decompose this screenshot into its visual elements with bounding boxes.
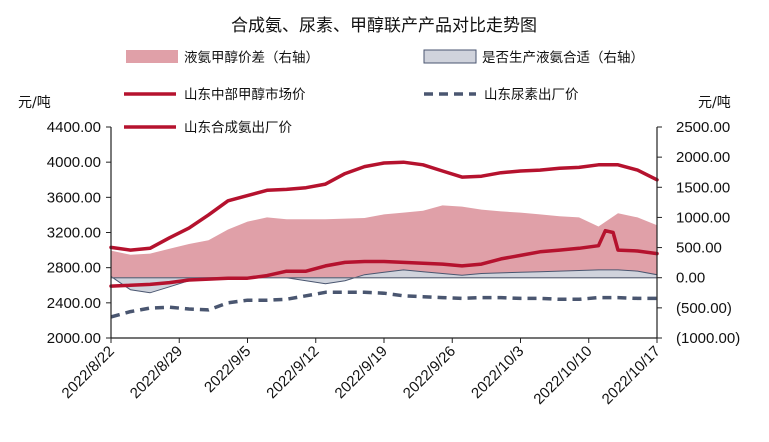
series-line-urea: [110, 290, 657, 319]
left-tick-label: 4400.00: [47, 119, 101, 136]
right-tick-label: 0.00: [676, 270, 705, 287]
left-tick-label: 2000.00: [47, 330, 101, 347]
x-tick-label: 2022/8/29: [127, 343, 186, 402]
right-tick-label: (500.00): [676, 300, 732, 317]
x-tick-label: 2022/9/19: [332, 343, 391, 402]
legend-label-production: 是否生产液氨合适（右轴）: [482, 50, 644, 66]
legend-label-spread: 液氨甲醇价差（右轴）: [184, 49, 319, 66]
x-tick-label: 2022/8/22: [59, 343, 118, 402]
legend-label-methanol: 山东中部甲醇市场价: [184, 86, 306, 103]
right-tick-label: 1500.00: [676, 179, 730, 196]
left-axis-unit: 元/吨: [18, 95, 51, 111]
series-line-ammonia: [109, 160, 659, 252]
x-axis-ticks: 2022/8/22 2022/8/29 2022/9/5 2022/9/12 2022/…: [59, 338, 664, 408]
x-tick-label: 2022/10/3: [468, 343, 527, 402]
right-tick-label: 1000.00: [676, 209, 730, 226]
left-tick-label: 4000.00: [47, 154, 101, 171]
x-tick-label: 2022/10/17: [599, 343, 664, 408]
series-line-methanol: [109, 228, 659, 288]
x-tick-label: 2022/10/10: [530, 343, 595, 408]
left-tick-label: 2400.00: [47, 295, 101, 312]
legend-swatch-spread-area: [126, 50, 178, 63]
chart-title: 合成氨、尿素、甲醇联产产品对比走势图: [231, 16, 537, 36]
legend-swatch-production-area: [423, 49, 477, 64]
legend-label-urea: 山东尿素出厂价: [484, 87, 579, 103]
right-tick-label: 500.00: [676, 240, 722, 257]
left-tick-label: 3200.00: [47, 225, 101, 242]
right-tick-label: 2500.00: [676, 119, 730, 136]
left-tick-label: 3600.00: [47, 189, 101, 206]
left-tick-label: 2800.00: [47, 260, 101, 277]
right-axis-unit: 元/吨: [698, 95, 731, 111]
plot-area: [109, 127, 659, 339]
x-tick-label: 2022/9/12: [263, 343, 322, 402]
x-tick-label: 2022/9/5: [201, 343, 254, 396]
right-tick-label: 2000.00: [676, 149, 730, 166]
right-axis-ticks: (1000.00) (500.00) 0.00 500.00 1000.00 1500.0…: [657, 119, 740, 347]
legend: 液氨甲醇价差（右轴） 是否生产液氨合适（右轴） 山东中部甲醇市场价 山东尿素出厂…: [124, 49, 644, 136]
series-area-spread: [111, 205, 657, 278]
x-tick-label: 2022/9/26: [400, 343, 459, 402]
left-axis-ticks: 2000.00 2400.00 2800.00 3200.00 3600.00 4000.…: [47, 119, 111, 347]
legend-label-ammonia: 山东合成氨出厂价: [184, 120, 292, 136]
right-tick-label: (1000.00): [676, 330, 740, 347]
